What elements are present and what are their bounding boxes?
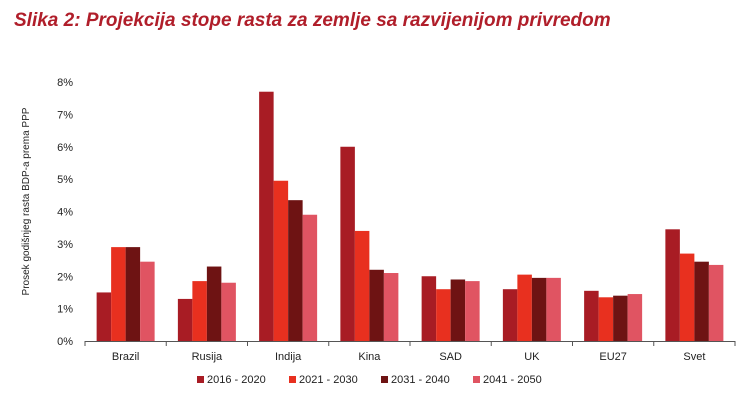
bar-rusija-series-4 [221,282,236,341]
legend-entry: 2031 - 2040 [391,374,450,386]
y-tick-label: 7% [57,109,73,121]
y-tick-label: 1% [57,304,73,316]
category-label: Kina [358,351,381,363]
category-label: SAD [439,351,462,363]
bar-brazil-series-1 [96,292,112,341]
legend-entry: 2016 - 2020 [207,374,266,386]
y-tick-label: 2% [57,271,73,283]
bar-svet-series-3 [694,261,709,341]
bar-kina-series-1 [340,146,355,341]
bar-indija-series-3 [288,200,303,341]
bar-eu27-series-3 [613,295,628,341]
category-label: Indija [275,351,302,363]
bar-svet-series-2 [679,253,695,341]
legend-swatch [197,376,204,383]
y-tick-label: 8% [57,77,73,89]
bar-brazil-series-4 [140,261,155,341]
bar-indija-series-4 [302,214,318,341]
bar-uk-series-1 [502,289,518,341]
legend-entry: 2041 - 2050 [483,374,542,386]
bars [96,91,724,342]
y-axis-label-group: Prosek godišnjeg rasta BDP-a prema PPP [21,107,32,295]
y-tick-label: 5% [57,174,73,186]
bar-sad-series-4 [465,281,480,341]
legend-swatch [381,376,388,383]
bar-sad-series-2 [436,289,451,341]
bar-brazil-series-2 [111,247,126,341]
bar-kina-series-2 [354,230,370,341]
bar-sad-series-1 [421,276,437,341]
bar-svet-series-4 [708,264,724,341]
bar-eu27-series-1 [584,290,599,341]
bar-sad-series-3 [450,279,466,341]
bar-uk-series-4 [546,277,561,341]
y-tick-label: 4% [57,207,73,219]
legend-entry: 2021 - 2030 [299,374,358,386]
figure-title: Slika 2: Projekcija stope rasta za zemlj… [14,10,611,31]
category-label: Brazil [112,351,140,363]
category-label: EU27 [599,351,627,363]
bar-kina-series-3 [369,269,384,341]
y-axis-label: Prosek godišnjeg rasta BDP-a prema PPP [21,107,32,295]
bar-indija-series-1 [259,91,274,342]
legend-swatch [473,376,480,383]
bar-eu27-series-2 [598,297,614,341]
y-tick-label: 0% [57,336,73,348]
bar-eu27-series-4 [627,294,643,341]
category-label: UK [524,351,540,363]
bar-svet-series-1 [665,229,680,341]
bar-uk-series-2 [517,274,532,341]
bar-uk-series-3 [531,277,547,341]
legend: 2016 - 2020 2021 - 2030 2031 - 2040 2041 - … [197,374,542,386]
bar-brazil-series-3 [125,247,141,341]
bar-rusija-series-3 [206,266,222,341]
y-axis-ticks: 0% 1% 2% 3% 4% 5% 6% 7% 8% [57,77,73,348]
x-axis [84,341,736,346]
bar-indija-series-2 [273,180,289,341]
category-labels: Brazil Rusija Indija Kina SAD UK EU27 Svet [112,351,706,363]
y-tick-label: 6% [57,142,73,154]
bar-kina-series-4 [383,273,399,341]
bar-rusija-series-2 [192,281,207,341]
legend-swatch [289,376,296,383]
category-label: Svet [683,351,705,363]
y-tick-label: 3% [57,239,73,251]
category-label: Rusija [192,351,223,363]
bar-rusija-series-1 [177,298,193,341]
